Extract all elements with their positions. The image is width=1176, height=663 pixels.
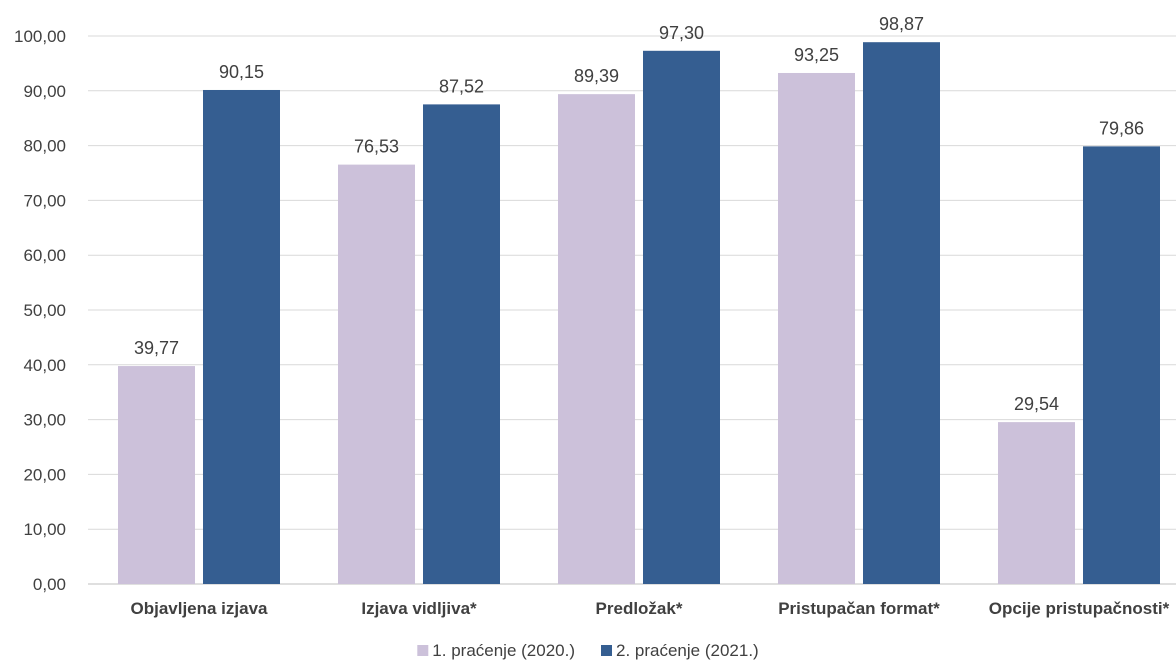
data-label: 90,15	[219, 62, 264, 82]
bar-1-2	[338, 164, 415, 584]
y-tick-label: 50,00	[23, 301, 66, 320]
y-tick-label: 40,00	[23, 356, 66, 375]
bars	[118, 42, 1160, 585]
legend-item: 1. praćenje (2020.)	[417, 641, 575, 660]
legend-label: 2. praćenje (2021.)	[616, 641, 759, 660]
bar-1-5	[998, 422, 1075, 584]
legend-label: 1. praćenje (2020.)	[432, 641, 575, 660]
bar-1-1	[118, 366, 195, 584]
bar-2-4	[863, 42, 940, 585]
y-tick-label: 60,00	[23, 246, 66, 265]
y-tick-label: 20,00	[23, 465, 66, 484]
y-axis-tick-labels: 0,00 10,00 20,00 30,00 40,00 50,00 60,00 70,00 8…	[14, 27, 66, 594]
category-label: Pristupačan format*	[778, 599, 940, 618]
bar-1-3	[558, 94, 635, 585]
legend-swatch	[417, 645, 429, 656]
bar-2-5	[1083, 146, 1160, 585]
y-tick-label: 30,00	[23, 411, 66, 430]
y-tick-label: 80,00	[23, 137, 66, 156]
data-label: 39,77	[134, 338, 179, 358]
x-axis-category-labels: Objavljena izjava Izjava vidljiva* Predlož…	[130, 599, 1169, 618]
data-label: 93,25	[794, 45, 839, 65]
legend-swatch	[601, 645, 612, 656]
bar-2-2	[423, 104, 500, 584]
y-tick-label: 90,00	[23, 82, 66, 101]
y-tick-label: 0,00	[33, 575, 66, 594]
data-label: 29,54	[1014, 394, 1059, 414]
category-label: Objavljena izjava	[130, 599, 268, 618]
legend-item: 2. praćenje (2021.)	[601, 641, 759, 660]
data-label: 87,52	[439, 76, 484, 96]
y-tick-label: 70,00	[23, 191, 66, 210]
data-labels: 39,77 76,53 89,39 93,25 29,54 90,15 87,52 97,30…	[134, 14, 1144, 414]
y-tick-label: 100,00	[14, 27, 66, 46]
legend: 1. praćenje (2020.) 2. praćenje (2021.)	[417, 641, 759, 660]
data-label: 98,87	[879, 14, 924, 34]
data-label: 76,53	[354, 137, 399, 157]
data-label: 79,86	[1099, 118, 1144, 138]
data-label: 89,39	[574, 66, 619, 86]
bar-2-3	[643, 50, 720, 584]
category-label: Predložak*	[596, 599, 683, 618]
data-label: 97,30	[659, 23, 704, 43]
bar-2-1	[203, 89, 280, 584]
category-label: Opcije pristupačnosti*	[989, 599, 1170, 618]
y-tick-label: 10,00	[23, 520, 66, 539]
category-label: Izjava vidljiva*	[361, 599, 477, 618]
bar-1-4	[778, 72, 855, 585]
